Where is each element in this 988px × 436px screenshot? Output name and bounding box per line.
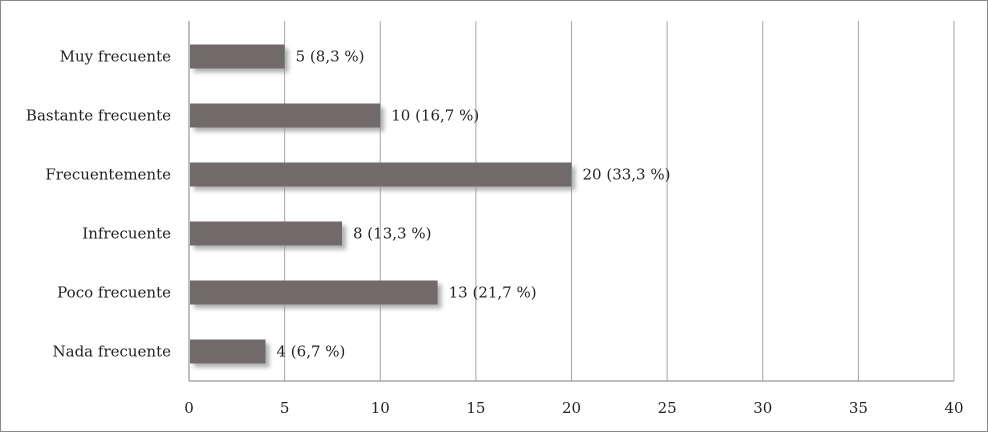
category-label-2: Frecuentemente bbox=[45, 166, 171, 184]
bar-2 bbox=[190, 162, 572, 187]
data-label-3: 8 (13,3 %) bbox=[353, 225, 431, 243]
x-tick-label-40: 40 bbox=[944, 399, 963, 417]
category-label-0: Muy frecuente bbox=[60, 48, 171, 66]
category-label-5: Nada frecuente bbox=[53, 343, 172, 361]
x-tick-label-15: 15 bbox=[466, 399, 485, 417]
bar-3 bbox=[190, 221, 342, 246]
category-label-4: Poco frecuente bbox=[57, 284, 171, 302]
x-tick-label-10: 10 bbox=[371, 399, 390, 417]
data-label-4: 13 (21,7 %) bbox=[449, 284, 537, 302]
labels: 0 5 10 15 20 25 30 35 40 Muy frecuente 5 (8,3 %) Ba… bbox=[26, 48, 964, 418]
x-tick-label-0: 0 bbox=[184, 399, 194, 417]
category-label-1: Bastante frecuente bbox=[26, 107, 171, 125]
data-label-2: 20 (33,3 %) bbox=[583, 166, 671, 184]
bar-1 bbox=[190, 103, 381, 128]
category-label-3: Infrecuente bbox=[82, 225, 171, 243]
data-label-1: 10 (16,7 %) bbox=[391, 107, 479, 125]
x-tick-label-20: 20 bbox=[562, 399, 581, 417]
axes bbox=[188, 21, 954, 382]
bar-0 bbox=[190, 44, 285, 69]
x-tick-label-5: 5 bbox=[280, 399, 290, 417]
x-tick-label-35: 35 bbox=[849, 399, 868, 417]
data-label-5: 4 (6,7 %) bbox=[277, 343, 346, 361]
x-tick-label-25: 25 bbox=[658, 399, 677, 417]
bar-5 bbox=[190, 339, 266, 364]
bars bbox=[190, 44, 572, 364]
bar-4 bbox=[190, 280, 438, 305]
data-label-0: 5 (8,3 %) bbox=[296, 48, 365, 66]
gridlines bbox=[284, 21, 955, 381]
x-tick-label-30: 30 bbox=[753, 399, 772, 417]
